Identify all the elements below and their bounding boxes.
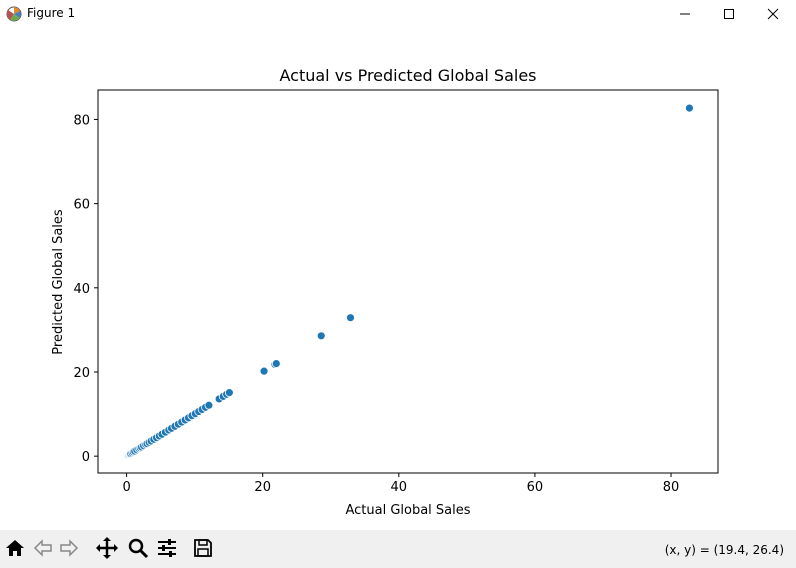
back-button[interactable] [30, 538, 56, 562]
x-tick-label: 80 [663, 480, 680, 495]
y-tick-label: 20 [73, 366, 90, 381]
data-point [204, 400, 214, 410]
back-icon [32, 537, 54, 563]
x-tick-label: 20 [254, 480, 271, 495]
scatter-plot: Actual vs Predicted Global Sales 0 20 40 60… [51, 66, 719, 518]
data-point [224, 388, 234, 398]
close-button[interactable] [750, 0, 796, 28]
forward-button[interactable] [56, 538, 82, 562]
pan-button[interactable] [94, 536, 120, 564]
data-point [271, 359, 281, 368]
home-icon [4, 537, 26, 563]
minimize-button[interactable] [662, 0, 708, 28]
y-tick-label: 80 [73, 113, 90, 128]
forward-icon [58, 537, 80, 563]
data-point [259, 366, 269, 376]
x-tick-label: 0 [122, 480, 130, 495]
plot-frame [97, 89, 719, 474]
configure-subplots-button[interactable] [154, 538, 180, 562]
zoom-button[interactable] [125, 538, 151, 562]
configure-subplots-icon [156, 537, 178, 563]
y-tick-label: 60 [73, 198, 90, 213]
data-point [346, 313, 355, 323]
maximize-button[interactable] [706, 0, 752, 28]
minimize-icon [679, 5, 691, 24]
x-axis-label: Actual Global Sales [345, 503, 470, 518]
y-tick-label: 40 [73, 282, 90, 297]
navigation-toolbar: (x, y) = (19.4, 26.4) [0, 530, 796, 568]
save-icon [192, 537, 214, 563]
chart-title: Actual vs Predicted Global Sales [279, 66, 536, 85]
close-icon [767, 5, 779, 24]
pan-icon [95, 536, 119, 564]
home-button[interactable] [2, 538, 28, 562]
zoom-icon [127, 537, 149, 563]
save-button[interactable] [190, 538, 216, 562]
title-bar: Figure 1 [0, 0, 796, 28]
data-point [316, 331, 326, 341]
matplotlib-icon [5, 5, 23, 23]
x-tick-label: 40 [391, 480, 408, 495]
maximize-icon [723, 5, 735, 24]
cursor-coordinates: (x, y) = (19.4, 26.4) [664, 543, 784, 557]
y-axis-label: Predicted Global Sales [51, 209, 66, 355]
y-tick-label: 0 [82, 450, 90, 465]
window-title: Figure 1 [27, 6, 76, 20]
data-point [685, 103, 694, 113]
x-tick-label: 60 [527, 480, 544, 495]
figure-canvas[interactable]: Actual vs Predicted Global Sales 0 20 40 60… [0, 28, 796, 530]
